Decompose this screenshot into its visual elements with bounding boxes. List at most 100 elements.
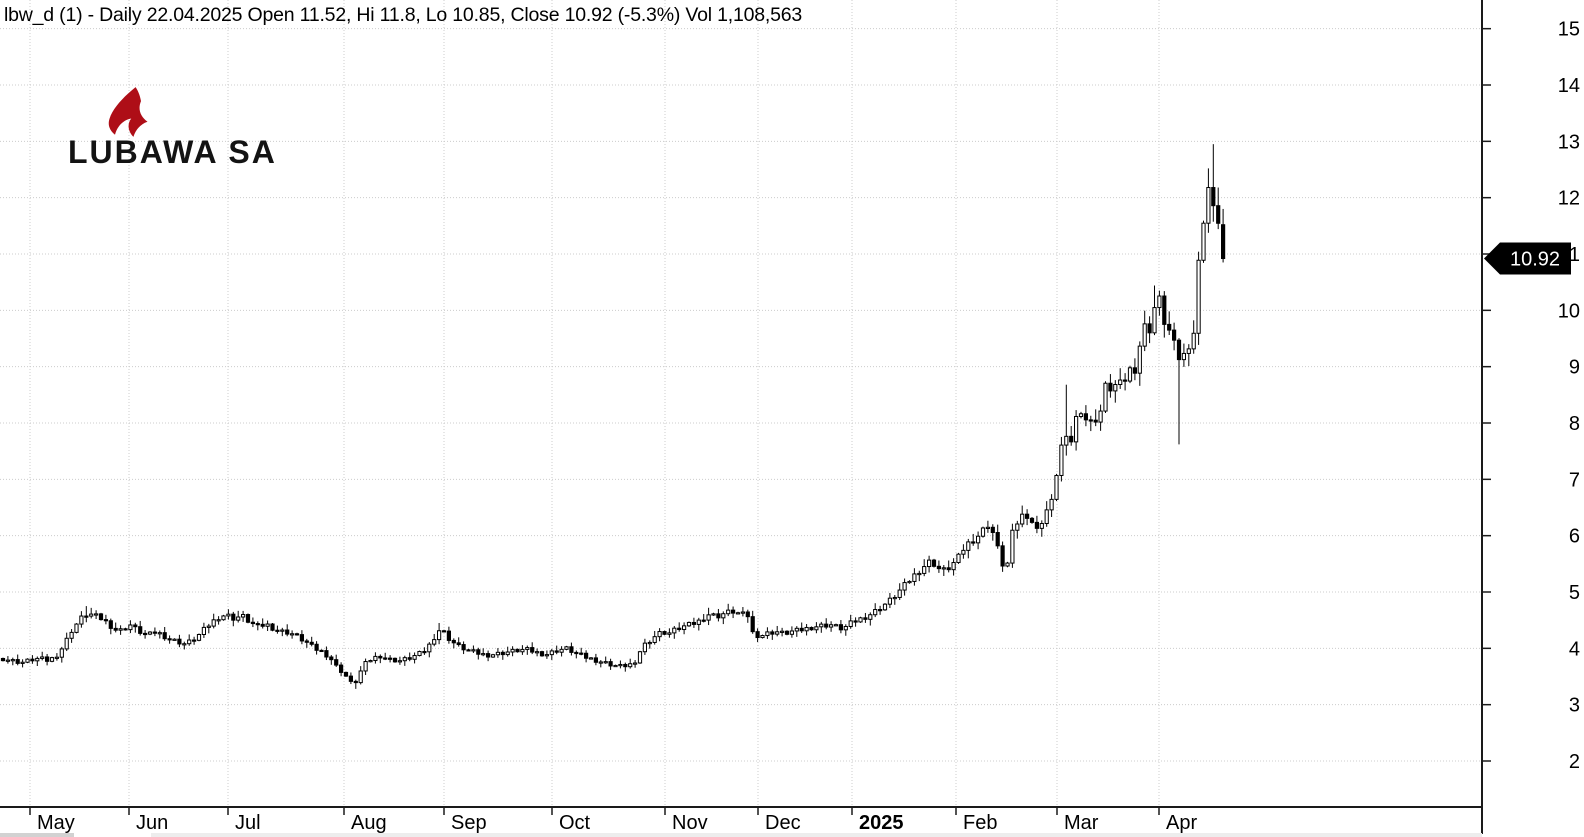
candle-body xyxy=(833,624,839,627)
candle-body xyxy=(211,619,216,627)
candle-body xyxy=(789,630,794,635)
candle-body xyxy=(1015,523,1020,531)
candlestick xyxy=(451,638,456,649)
candlestick xyxy=(40,651,45,661)
candlestick xyxy=(30,655,35,664)
candlestick xyxy=(838,620,843,634)
price-marker-label: 10.92 xyxy=(1510,249,1560,271)
candle-body xyxy=(167,638,172,641)
candlestick xyxy=(574,650,579,659)
candlestick xyxy=(936,560,941,573)
candle-body xyxy=(750,616,755,633)
candlestick xyxy=(530,642,535,655)
candlestick xyxy=(760,634,765,639)
candle-body xyxy=(402,657,407,662)
candle-body xyxy=(427,643,432,653)
horizontal-scrollbar-track[interactable] xyxy=(151,833,1482,837)
candle-body xyxy=(584,652,589,659)
candle-body xyxy=(324,650,329,658)
candlestick xyxy=(922,559,927,577)
candlestick xyxy=(549,648,554,660)
candle-body xyxy=(647,641,652,645)
candlestick xyxy=(995,524,1000,549)
candlestick xyxy=(84,606,89,623)
candlestick xyxy=(848,614,853,629)
candlestick xyxy=(383,652,388,661)
candle-body xyxy=(285,629,290,635)
candlestick xyxy=(363,658,368,676)
candle-body xyxy=(618,663,623,667)
candlestick xyxy=(147,631,153,636)
candlestick xyxy=(304,638,309,648)
candlestick xyxy=(735,611,741,615)
candlestick xyxy=(500,650,505,660)
candle-body xyxy=(236,616,241,621)
candlestick xyxy=(520,645,525,655)
candlestick xyxy=(642,638,647,655)
candlestick xyxy=(343,671,349,677)
y-axis-label: 15 xyxy=(1558,19,1580,41)
candlestick xyxy=(113,622,118,633)
candle-body xyxy=(662,631,667,635)
candlestick xyxy=(985,520,990,533)
candlestick xyxy=(1127,365,1133,384)
candle-body xyxy=(201,626,207,635)
candle-body xyxy=(20,661,25,664)
candle-body xyxy=(608,661,613,667)
candlestick xyxy=(868,612,873,626)
candlestick xyxy=(677,622,682,632)
candle-body xyxy=(1118,379,1123,386)
candle-body xyxy=(1216,205,1221,224)
candlestick xyxy=(319,649,324,653)
candlestick xyxy=(108,618,113,635)
candle-body xyxy=(956,553,961,564)
candlestick xyxy=(696,617,701,631)
candle-body xyxy=(255,623,260,626)
candle-body xyxy=(569,646,574,653)
candlestick xyxy=(1216,187,1221,230)
candlestick xyxy=(809,626,814,631)
candle-body xyxy=(94,613,99,616)
candlestick xyxy=(143,630,148,639)
candlestick xyxy=(495,648,500,658)
candle-body xyxy=(40,656,45,659)
candlestick xyxy=(1098,404,1103,431)
candle-body xyxy=(603,661,608,664)
candle-body xyxy=(152,631,158,634)
candle-body xyxy=(691,621,696,625)
candle-body xyxy=(206,625,211,628)
candle-body xyxy=(642,642,647,653)
candlestick xyxy=(466,648,471,652)
candle-body xyxy=(740,611,745,614)
y-axis-label: 12 xyxy=(1558,188,1580,210)
candlestick xyxy=(35,656,40,666)
candlestick xyxy=(789,626,794,638)
candle-body xyxy=(1078,413,1084,417)
candle-body xyxy=(1010,529,1015,564)
candlestick xyxy=(784,630,790,636)
candlestick xyxy=(270,623,275,632)
candle-body xyxy=(637,651,643,664)
candlestick xyxy=(456,637,461,647)
horizontal-scrollbar-thumb[interactable] xyxy=(0,833,74,837)
candle-body xyxy=(138,626,143,634)
candlestick xyxy=(711,612,716,616)
candle-body xyxy=(147,631,153,635)
candle-body xyxy=(299,634,304,642)
candlestick xyxy=(608,658,613,670)
candle-body xyxy=(226,613,231,617)
candle-body xyxy=(1064,435,1069,446)
candlestick xyxy=(584,650,589,663)
candlestick xyxy=(554,645,559,655)
candlestick xyxy=(94,610,99,620)
candlestick xyxy=(476,647,481,660)
candle-body xyxy=(804,626,809,632)
candlestick xyxy=(192,636,197,645)
candle-body xyxy=(84,615,89,618)
candlestick xyxy=(755,628,760,643)
candlestick xyxy=(682,622,687,635)
candlestick xyxy=(1147,316,1152,344)
candlestick xyxy=(103,614,109,625)
candlestick xyxy=(951,558,956,576)
